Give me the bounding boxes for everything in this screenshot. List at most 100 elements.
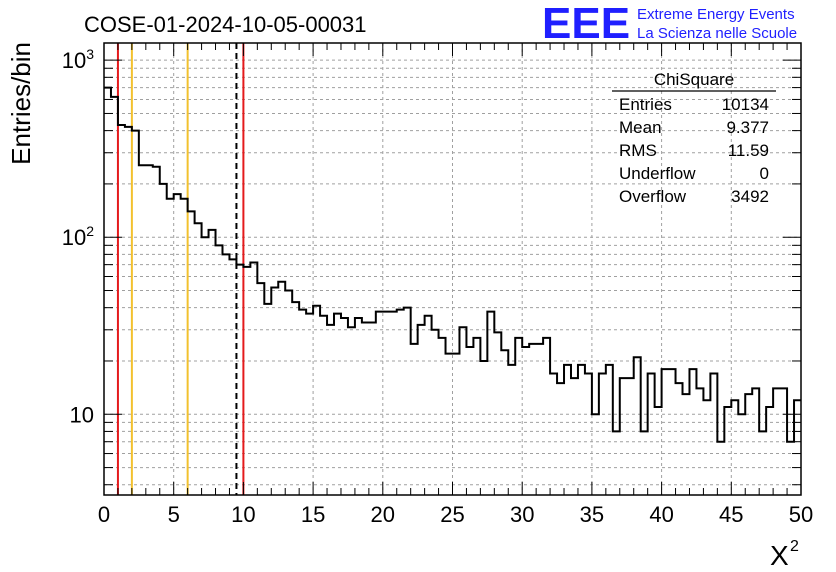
histogram-bin xyxy=(606,365,613,495)
histogram xyxy=(104,86,801,495)
histogram-bin xyxy=(160,184,167,495)
histogram-bin xyxy=(683,394,690,495)
histogram-bin xyxy=(627,378,634,495)
histogram-bin xyxy=(327,325,334,495)
histogram-bin xyxy=(236,265,243,495)
histogram-bin xyxy=(195,223,202,495)
histogram-bin xyxy=(139,165,146,495)
histogram-bin xyxy=(216,245,223,495)
histogram-bin xyxy=(536,344,543,495)
histogram-bin xyxy=(202,237,209,495)
histogram-bin xyxy=(676,383,683,495)
histogram-bin xyxy=(766,407,773,495)
histogram-bin xyxy=(446,354,453,495)
histogram-bin xyxy=(411,344,418,495)
histogram-bin xyxy=(425,316,432,495)
histogram-bin xyxy=(773,388,780,495)
histogram-bin xyxy=(334,314,341,495)
histogram-bin xyxy=(787,442,794,495)
stats-label: Underflow xyxy=(619,164,696,183)
histogram-bin xyxy=(557,383,564,495)
histogram-bin xyxy=(250,262,257,495)
histogram-bin xyxy=(759,431,766,495)
histogram-bin xyxy=(515,338,522,495)
histogram-bin xyxy=(669,369,676,495)
y-axis-label: Entries/bin xyxy=(6,42,36,165)
histogram-bin xyxy=(439,338,446,495)
histogram-bin xyxy=(174,194,181,495)
histogram-bin xyxy=(181,199,188,495)
y-tick-label: 102 xyxy=(62,223,94,250)
x-tick-label: 40 xyxy=(649,502,673,527)
histogram-bin xyxy=(104,88,111,495)
x-axis-label-base: X xyxy=(770,540,789,571)
histogram-bin xyxy=(466,347,473,495)
x-tick-label: 10 xyxy=(231,502,255,527)
histogram-bin xyxy=(752,388,759,495)
histogram-bin xyxy=(383,312,390,495)
stats-label: Mean xyxy=(619,118,662,137)
histogram-bin xyxy=(229,259,236,495)
histogram-bin xyxy=(397,310,404,495)
histogram-bin xyxy=(641,431,648,495)
histogram-bin xyxy=(780,388,787,495)
histogram-bin xyxy=(473,338,480,495)
histogram-bin xyxy=(648,373,655,495)
stats-value: 3492 xyxy=(731,187,769,206)
histogram-bin xyxy=(306,314,313,495)
chart-title: COSE-01-2024-10-05-00031 xyxy=(84,12,367,37)
histogram-bin xyxy=(655,407,662,495)
histogram-bin xyxy=(341,318,348,495)
x-axis-label-exponent: 2 xyxy=(790,538,799,555)
histogram-bin xyxy=(662,369,669,495)
histogram-bin xyxy=(459,327,466,495)
histogram-bin xyxy=(320,316,327,495)
eee-logo-line1: Extreme Energy Events xyxy=(637,6,795,23)
x-tick-label: 35 xyxy=(580,502,604,527)
stats-value: 11.59 xyxy=(728,141,769,160)
histogram-bin xyxy=(634,357,641,495)
histogram-bin xyxy=(480,361,487,495)
histogram-bin xyxy=(222,254,229,495)
histogram-bin xyxy=(599,373,606,495)
histogram-bin xyxy=(125,127,132,495)
histogram-bin xyxy=(738,414,745,495)
histogram-bin xyxy=(717,442,724,495)
x-axis-label: X 2 xyxy=(770,538,799,571)
histogram-bin xyxy=(369,322,376,495)
histogram-bin xyxy=(578,365,585,495)
histogram-bin xyxy=(703,400,710,495)
histogram-bin xyxy=(257,283,264,495)
stats-box: ChiSquare Entries 10134 Mean 9.377 RMS 11.59 U… xyxy=(612,70,776,206)
histogram-bin xyxy=(689,369,696,495)
stats-label: Overflow xyxy=(619,187,687,206)
x-tick-label: 20 xyxy=(371,502,395,527)
histogram-bin xyxy=(571,378,578,495)
histogram-outline xyxy=(104,86,801,443)
eee-logo: EEE Extreme Energy Events La Scienza nel… xyxy=(542,0,797,48)
axes: 0 5 10 15 20 25 30 35 40 45 50 10 102 103 xyxy=(62,42,813,527)
x-tick-label: 15 xyxy=(301,502,325,527)
eee-logo-line2: La Scienza nelle Scuole xyxy=(637,25,797,42)
histogram-bin xyxy=(146,165,153,495)
histogram-bin xyxy=(487,312,494,495)
x-tick-label: 0 xyxy=(98,502,110,527)
histogram-bin xyxy=(167,199,174,495)
histogram-bin xyxy=(529,344,536,495)
histogram-bin xyxy=(278,282,285,495)
histogram-bin xyxy=(731,400,738,495)
stats-value: 0 xyxy=(760,164,769,183)
histogram-bin xyxy=(620,378,627,495)
histogram-bin xyxy=(209,230,216,495)
histogram-bin xyxy=(153,167,160,495)
eee-logo-mark: EEE xyxy=(542,0,630,48)
histogram-bin xyxy=(494,332,501,495)
histogram-bin xyxy=(243,267,250,495)
histogram-bin xyxy=(132,131,139,495)
histogram-bin xyxy=(585,373,592,495)
grid xyxy=(104,43,801,495)
histogram-bin xyxy=(453,354,460,495)
histogram-bin xyxy=(613,431,620,495)
histogram-bin xyxy=(376,312,383,495)
